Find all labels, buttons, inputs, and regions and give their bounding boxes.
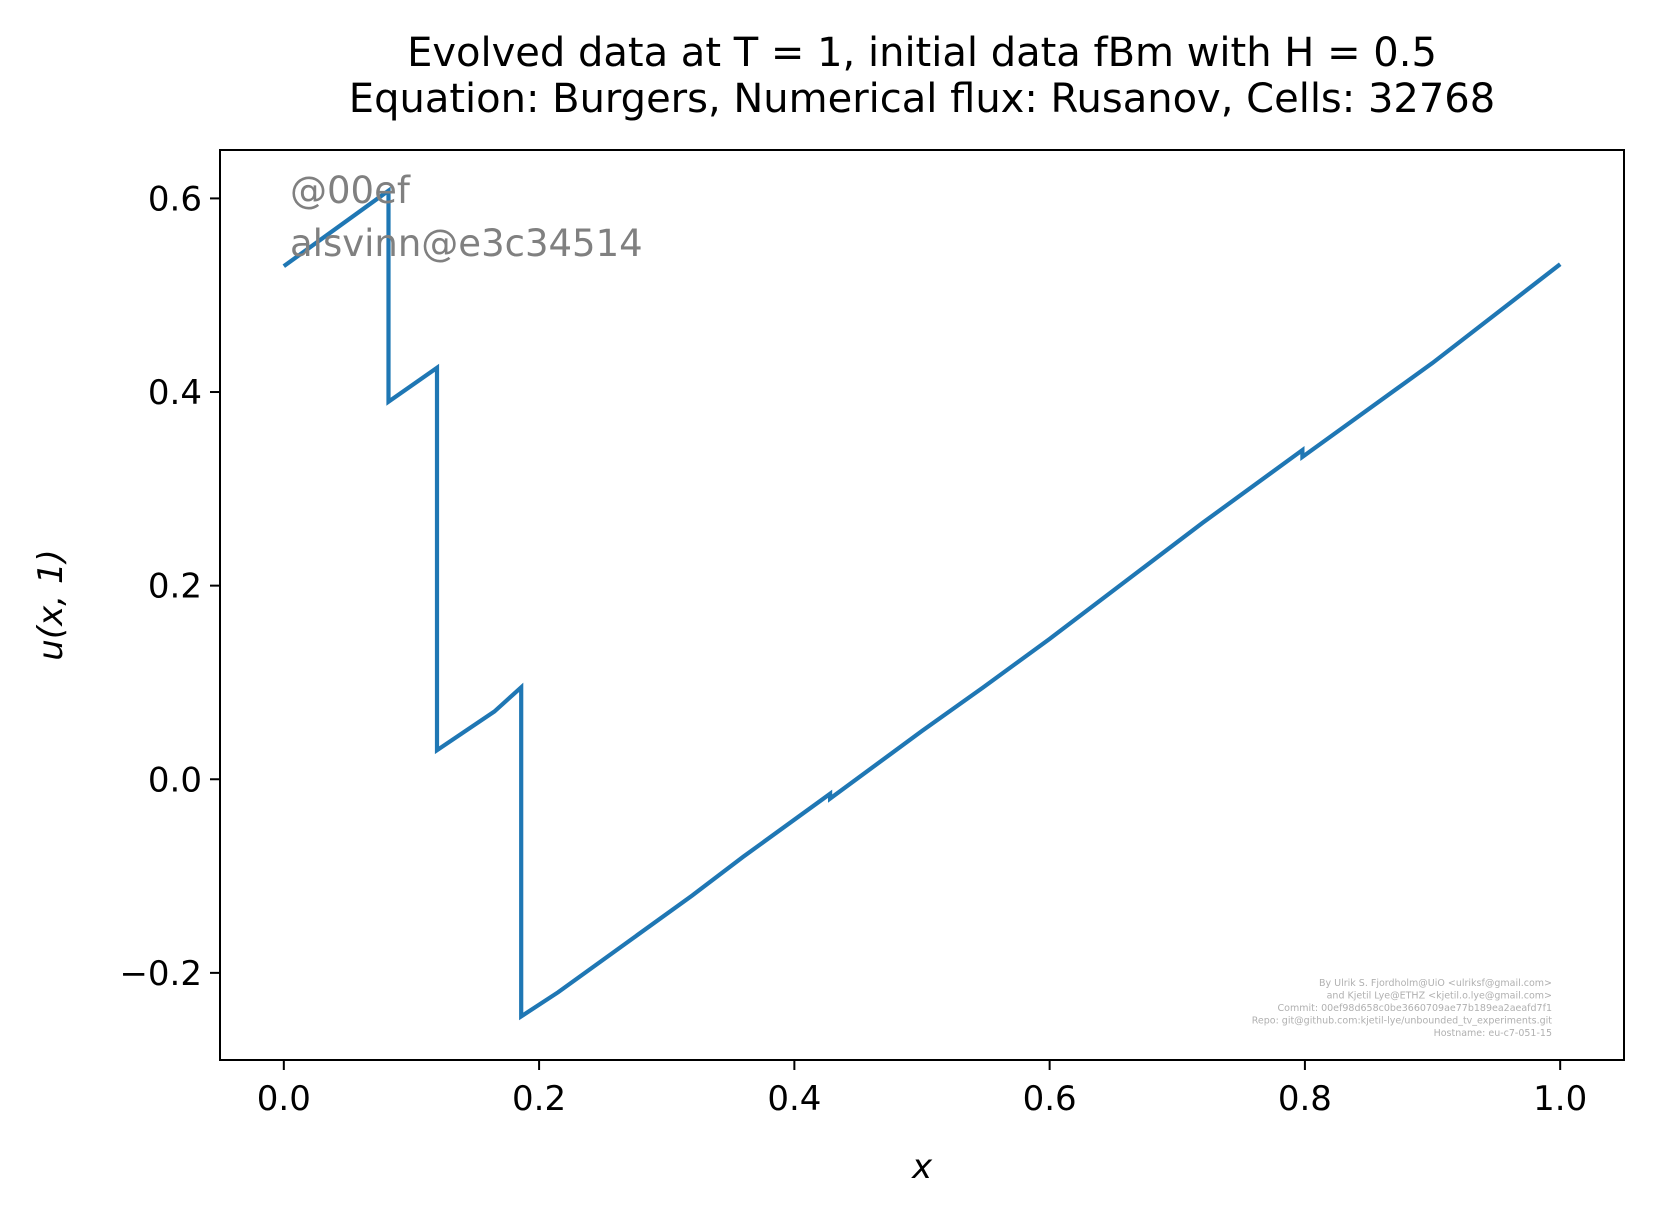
credit-line: and Kjetil Lye@ETHZ <kjetil.o.lye@gmail.… bbox=[1327, 991, 1552, 1002]
x-tick-label: 1.0 bbox=[1533, 1079, 1587, 1119]
y-tick-label: 0.2 bbox=[148, 567, 202, 607]
credit-line: Commit: 00ef98d658c0be3660709ae77b189ea2… bbox=[1278, 1003, 1552, 1014]
credit-line: Repo: git@github.com:kjetil-lye/unbounde… bbox=[1252, 1016, 1553, 1027]
y-tick-label: 0.6 bbox=[148, 179, 202, 219]
y-axis-label: u(x, 1) bbox=[31, 549, 71, 660]
x-axis-ticks: 0.0 0.2 0.4 0.6 0.8 1.0 bbox=[257, 1060, 1587, 1119]
watermark: @00ef alsvinn@e3c34514 bbox=[290, 169, 643, 265]
chart-title-line-1: Evolved data at T = 1, initial data fBm … bbox=[407, 30, 1437, 76]
y-tick-label: 0.4 bbox=[148, 373, 202, 413]
credit-line: By Ulrik S. Fjordholm@UiO <ulriksf@gmail… bbox=[1319, 978, 1552, 989]
credits-text: By Ulrik S. Fjordholm@UiO <ulriksf@gmail… bbox=[1252, 978, 1553, 1039]
y-tick-label: −0.2 bbox=[119, 954, 202, 994]
series-line-1 bbox=[282, 186, 1562, 1021]
x-tick-label: 0.4 bbox=[767, 1079, 821, 1119]
plot-area: @00ef alsvinn@e3c34514 By Ulrik S. Fjordh… bbox=[219, 149, 1625, 1061]
chart-title: Evolved data at T = 1, initial data fBm … bbox=[349, 30, 1495, 122]
x-tick-label: 0.2 bbox=[512, 1079, 566, 1119]
axes-frame bbox=[219, 149, 1625, 1061]
watermark-line: @00ef bbox=[290, 169, 411, 212]
y-tick-label: 0.0 bbox=[148, 760, 202, 800]
watermark-line: alsvinn@e3c34514 bbox=[290, 222, 643, 265]
x-tick-label: 0.0 bbox=[257, 1079, 311, 1119]
x-tick-label: 0.8 bbox=[1278, 1079, 1332, 1119]
series-group bbox=[282, 186, 1562, 1021]
credit-line: Hostname: eu-c7-051-15 bbox=[1434, 1028, 1552, 1039]
x-tick-label: 0.6 bbox=[1023, 1079, 1077, 1119]
chart-title-line-2: Equation: Burgers, Numerical flux: Rusan… bbox=[349, 76, 1495, 122]
x-axis-label: x bbox=[911, 1147, 933, 1187]
y-axis-ticks: −0.2 0.0 0.2 0.4 0.6 bbox=[119, 179, 220, 994]
